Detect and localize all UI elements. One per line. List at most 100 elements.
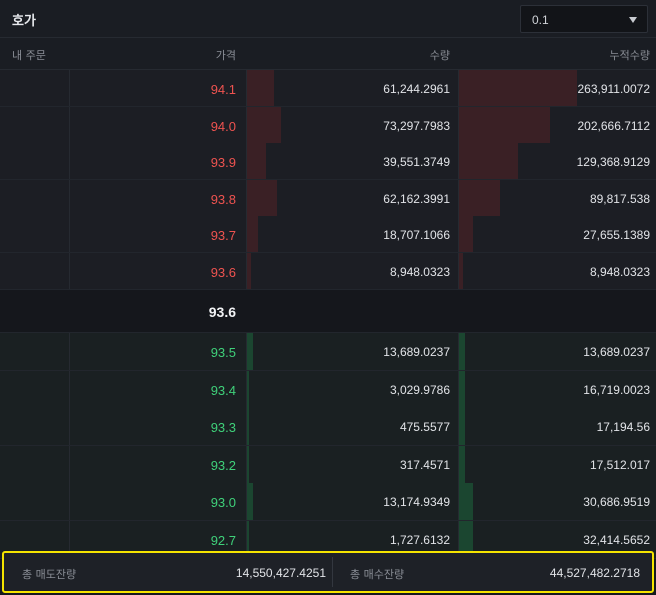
ask-qty-bar [247,253,251,289]
ask-row[interactable]: 93.8 62,162.3991 89,817.538 [0,180,656,217]
column-divider [458,371,459,408]
bid-cum-bar [459,333,465,370]
column-divider [246,483,247,520]
total-ask-label: 총 매도잔량 [22,568,77,581]
ask-qty-bar [247,216,258,252]
my-order-cell [0,253,70,289]
ask-cum-bar [459,180,500,216]
ask-row[interactable]: 94.1 61,244.2961 263,911.0072 [0,70,656,107]
column-divider [458,446,459,483]
ask-price: 93.8 [210,192,236,207]
my-order-cell [0,107,70,143]
column-divider [458,143,459,179]
ask-cum: 8,948.0323 [589,265,650,279]
total-bid-value: 44,527,482.2718 [549,566,640,580]
ask-cum: 263,911.0072 [577,82,650,96]
ask-row[interactable]: 93.9 39,551.3749 129,368.9129 [0,143,656,180]
ask-qty: 62,162.3991 [383,192,450,206]
column-divider [246,107,247,143]
column-divider [458,521,459,558]
tick-size-value: 0.1 [532,13,549,27]
bid-qty-bar [247,371,249,408]
my-order-cell [0,216,70,252]
ask-row[interactable]: 93.7 18,707.1066 27,655.1389 [0,216,656,253]
bid-cum-bar [459,483,473,520]
bid-price: 93.2 [210,458,236,473]
ask-row[interactable]: 94.0 73,297.7983 202,666.7112 [0,107,656,144]
ask-cum: 89,817.538 [589,192,650,206]
my-order-cell [0,371,70,408]
ask-price: 94.0 [210,119,236,134]
column-divider [246,143,247,179]
bid-qty: 317.4571 [399,458,450,472]
bid-row[interactable]: 93.3 475.5577 17,194.56 [0,408,656,446]
orderbook-header: 호가 0.1 [0,0,656,38]
bid-cum-bar [459,408,465,445]
column-divider [246,446,247,483]
bid-cum-bar [459,446,465,483]
bid-cum-bar [459,521,473,558]
ask-qty-bar [247,107,281,143]
bid-qty-bar [247,483,253,520]
bid-qty-bar [247,521,249,558]
column-divider [458,483,459,520]
current-price: 93.6 [208,304,236,320]
bid-price: 93.4 [210,383,236,398]
total-bid-label: 총 매수잔량 [350,568,405,581]
bid-cum: 16,719.0023 [583,383,650,397]
my-order-cell [0,446,70,483]
bid-qty-bar [247,446,249,483]
column-divider [458,408,459,445]
ask-qty-bar [247,180,277,216]
ask-cum: 202,666.7112 [577,119,650,133]
bid-row[interactable]: 93.5 13,689.0237 13,689.0237 [0,333,656,371]
ask-cum-bar [459,216,473,252]
column-divider [458,333,459,370]
column-divider [458,107,459,143]
tick-size-select[interactable]: 0.1 [520,5,648,33]
column-divider [458,216,459,252]
bid-qty-bar [247,408,249,445]
total-summary: 총 매도잔량 14,550,427.4251 총 매수잔량 44,527,482… [2,551,654,593]
bid-cum: 30,686.9519 [583,495,650,509]
bid-qty: 3,029.9786 [389,383,450,397]
ask-price: 93.9 [210,155,236,170]
bid-price: 93.3 [210,420,236,435]
column-divider [246,70,247,106]
ask-qty: 18,707.1066 [383,228,450,242]
my-order-cell [0,180,70,216]
col-my-order: 내 주문 [12,49,46,62]
bid-qty: 475.5577 [399,420,450,434]
my-order-cell [0,483,70,520]
ask-qty-bar [247,70,274,106]
ask-cum-bar [459,143,518,179]
bid-price: 93.0 [210,495,236,510]
column-divider [246,180,247,216]
bid-qty: 13,689.0237 [383,345,450,359]
bid-price: 92.7 [210,533,236,548]
my-order-cell [0,333,70,370]
my-order-cell [0,408,70,445]
bid-row[interactable]: 93.0 13,174.9349 30,686.9519 [0,483,656,521]
col-cum: 누적수량 [609,49,650,62]
bid-price: 93.5 [210,345,236,360]
my-order-cell [0,521,70,558]
column-divider [246,521,247,558]
bid-qty-bar [247,333,253,370]
ask-cum: 27,655.1389 [583,228,650,242]
column-header: 내 주문 가격 수량 누적수량 [0,38,656,70]
column-divider [246,216,247,252]
ask-qty: 8,948.0323 [389,265,450,279]
ask-cum-bar [459,253,463,289]
col-qty: 수량 [429,49,450,62]
column-divider [458,70,459,106]
ask-qty: 73,297.7983 [383,119,450,133]
column-divider [458,180,459,216]
column-divider [246,408,247,445]
column-divider [458,253,459,289]
bid-row[interactable]: 93.2 317.4571 17,512.017 [0,446,656,484]
ask-row[interactable]: 93.6 8,948.0323 8,948.0323 [0,253,656,290]
bid-row[interactable]: 93.4 3,029.9786 16,719.0023 [0,371,656,409]
col-price: 가격 [215,49,236,62]
column-divider [246,371,247,408]
